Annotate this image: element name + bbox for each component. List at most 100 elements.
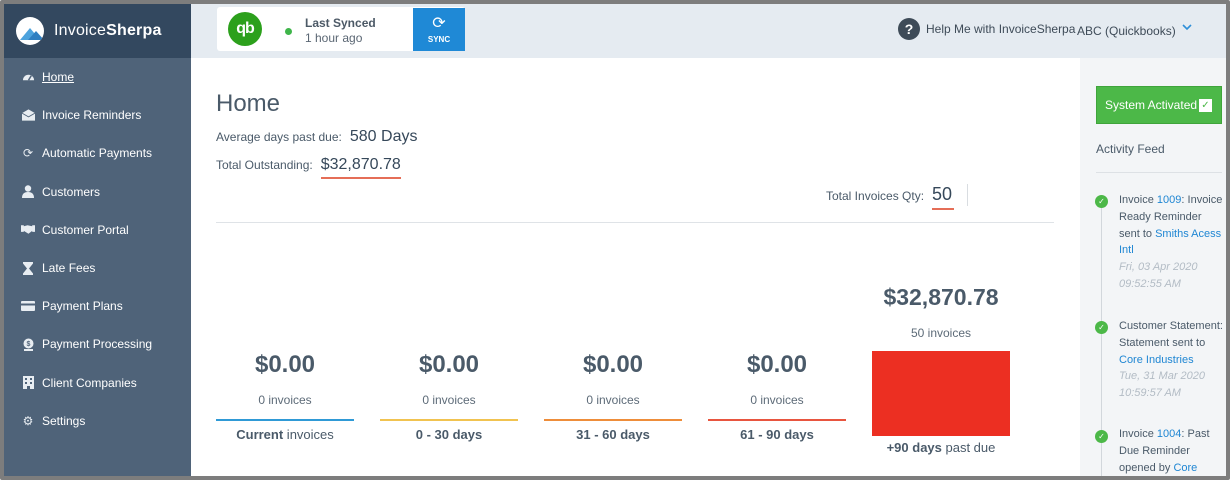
bucket-label: +90 days past due [872, 440, 1010, 455]
sidebar-item-customer-portal[interactable]: Customer Portal [4, 211, 191, 249]
mountain-logo-icon [16, 17, 44, 45]
bucket-label-rest: past due [941, 440, 996, 455]
dashboard-icon [21, 70, 35, 84]
entry-text: Customer Statement: Statement sent to [1119, 320, 1223, 349]
sync-button-label: SYNC [427, 34, 451, 44]
quickbooks-logo-icon: qb [228, 12, 262, 46]
total-outstanding-value: $32,870.78 [320, 156, 401, 179]
divider [216, 222, 1054, 223]
gear-icon: ⚙ [22, 413, 34, 428]
bucket-count: 0 invoices [422, 393, 476, 407]
bucket-label: 61 - 90 days [708, 427, 846, 442]
sidebar-item-client-companies[interactable]: Client Companies [4, 364, 191, 402]
sync-status-card: qb Last Synced 1 hour ago ⟳ SYNC [217, 7, 465, 51]
sidebar-item-label: Customers [42, 184, 101, 199]
bucket-amount: $0.00 [254, 351, 316, 378]
bucket-amount: $0.00 [582, 351, 644, 378]
envelope-icon [21, 108, 35, 122]
help-label: Help Me with InvoiceSherpa [926, 22, 1076, 36]
check-circle-icon: ✓ [1095, 321, 1108, 334]
sidebar-item-label: Client Companies [42, 375, 137, 390]
total-outstanding-label: Total Outstanding: [216, 158, 313, 172]
page-title: Home [216, 90, 281, 117]
sync-status-time: 1 hour ago [305, 31, 363, 45]
chevron-down-icon[interactable] [1182, 22, 1192, 34]
activity-entry: Invoice 1004: Past Due Reminder opened b… [1119, 426, 1223, 476]
sync-status-dot [285, 28, 292, 35]
entry-text: : Past Due Reminder opened by [1119, 428, 1210, 474]
customer-link[interactable]: Core Industries [1119, 353, 1194, 366]
average-days-label: Average days past due: [216, 130, 342, 144]
brand[interactable]: InvoiceSherpa [4, 4, 191, 58]
sidebar-item-label: Home [42, 70, 75, 85]
help-link[interactable]: ? Help Me with InvoiceSherpa [898, 18, 1075, 40]
sidebar: InvoiceSherpa Home Invoice Reminders ⟳ A… [4, 4, 191, 476]
sidebar-item-home[interactable]: Home [4, 58, 191, 96]
bucket-label-bold: 31 - 60 days [576, 427, 650, 442]
sync-status-label: Last Synced [305, 16, 376, 30]
bucket-count: 0 invoices [586, 393, 640, 407]
bucket-amount: $0.00 [418, 351, 480, 378]
bucket-label-rest: invoices [283, 427, 334, 442]
invoice-link[interactable]: 1004 [1156, 428, 1182, 440]
aging-bucket-0-30[interactable]: $0.00 0 invoices 0 - 30 days [380, 351, 518, 442]
activity-panel: System Activated ✓ Activity Feed ✓ Invoi… [1080, 58, 1226, 476]
question-icon: ? [898, 18, 920, 40]
aging-bucket-current[interactable]: $0.00 0 invoices Current invoices [216, 351, 354, 442]
timeline-line [1101, 198, 1102, 476]
hourglass-icon [21, 261, 35, 275]
bucket-label-bold: Current [236, 427, 284, 442]
average-days-value: 580 Days [349, 128, 418, 145]
invoice-link[interactable]: 1009 [1156, 194, 1182, 206]
brand-name-light: Invoice [54, 22, 107, 39]
average-days-past-due: Average days past due: 580 Days [216, 128, 417, 146]
activity-entry: Customer Statement: Statement sent to Co… [1119, 318, 1223, 402]
total-invoices-label: Total Invoices Qty: [826, 189, 925, 203]
credit-card-icon [21, 299, 35, 313]
aging-bucket-90-plus[interactable]: $32,870.78 50 invoices +90 days past due [872, 284, 1010, 455]
bucket-label-bold: 0 - 30 days [415, 427, 483, 442]
sidebar-item-late-fees[interactable]: Late Fees [4, 249, 191, 287]
system-activated-button[interactable]: System Activated ✓ [1096, 86, 1222, 124]
bucket-bar [380, 419, 518, 421]
customer-link[interactable]: Smiths Acess Intl [1119, 227, 1222, 257]
bucket-label: Current invoices [216, 427, 354, 442]
entry-text: Invoice [1119, 194, 1157, 206]
total-outstanding: Total Outstanding: $32,870.78 [216, 156, 401, 179]
check-circle-icon: ✓ [1095, 195, 1108, 208]
sidebar-item-automatic-payments[interactable]: ⟳ Automatic Payments [4, 134, 191, 172]
entry-text: : Invoice Ready Reminder sent to [1119, 194, 1223, 240]
sidebar-item-invoice-reminders[interactable]: Invoice Reminders [4, 96, 191, 134]
sync-button[interactable]: ⟳ SYNC [413, 8, 465, 51]
bucket-label-bold: +90 days [886, 440, 942, 455]
sidebar-item-label: Invoice Reminders [42, 108, 142, 123]
sidebar-item-payment-plans[interactable]: Payment Plans [4, 287, 191, 325]
activity-feed-title: Activity Feed [1096, 142, 1165, 156]
bucket-label: 31 - 60 days [544, 427, 682, 442]
divider [967, 184, 968, 206]
sidebar-item-label: Customer Portal [42, 222, 129, 237]
sidebar-item-payment-processing[interactable]: $ Payment Processing [4, 325, 191, 363]
sidebar-item-label: Payment Processing [42, 337, 153, 352]
divider [1096, 172, 1222, 173]
aging-bucket-61-90[interactable]: $0.00 0 invoices 61 - 90 days [708, 351, 846, 442]
total-invoices-qty: Total Invoices Qty: 50 [826, 184, 955, 210]
user-icon [21, 185, 35, 199]
sidebar-item-label: Settings [42, 413, 86, 428]
sidebar-item-customers[interactable]: Customers [4, 173, 191, 211]
aging-bucket-31-60[interactable]: $0.00 0 invoices 31 - 60 days [544, 351, 682, 442]
bucket-label-bold: 61 - 90 days [740, 427, 814, 442]
sidebar-item-label: Payment Plans [42, 299, 123, 314]
sync-icon: ⟳ [432, 14, 446, 32]
checkmark-icon: ✓ [1199, 99, 1212, 112]
entry-text: Invoice [1119, 428, 1157, 440]
total-invoices-value: 50 [932, 184, 955, 210]
top-bar: qb Last Synced 1 hour ago ⟳ SYNC ? Help … [191, 4, 1226, 58]
system-activated-label: System Activated [1105, 98, 1198, 112]
sidebar-item-settings[interactable]: ⚙ Settings [4, 402, 191, 440]
company-selector[interactable]: ABC (Quickbooks) [1077, 24, 1176, 38]
bucket-count: 50 invoices [910, 326, 972, 340]
svg-text:$: $ [26, 341, 30, 348]
customer-link[interactable]: Core [1173, 461, 1198, 474]
